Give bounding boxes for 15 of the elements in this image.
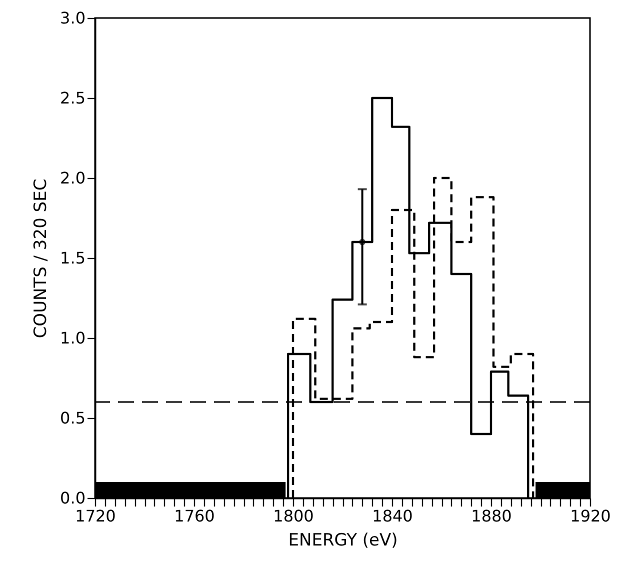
x-tick-label: 1760	[174, 506, 215, 526]
y-tick-label: 2.0	[60, 168, 86, 188]
y-axis-title: COUNTS / 320 SEC	[31, 178, 52, 338]
x-tick-label: 1720	[75, 506, 116, 526]
x-tick-label: 1880	[471, 506, 512, 526]
x-axis-title: ENERGY (eV)	[288, 530, 398, 550]
y-tick-label: 0.5	[60, 408, 86, 428]
y-tick-label: 0.0	[60, 488, 86, 508]
x-tick-label: 1920	[570, 506, 611, 526]
x-tick-label: 1840	[372, 506, 413, 526]
x-tick-label: 1800	[273, 506, 314, 526]
y-tick-label: 3.0	[60, 8, 86, 28]
y-tick-label: 2.5	[60, 88, 86, 108]
y-tick-label: 1.5	[60, 248, 86, 268]
y-tick-label: 1.0	[60, 328, 86, 348]
